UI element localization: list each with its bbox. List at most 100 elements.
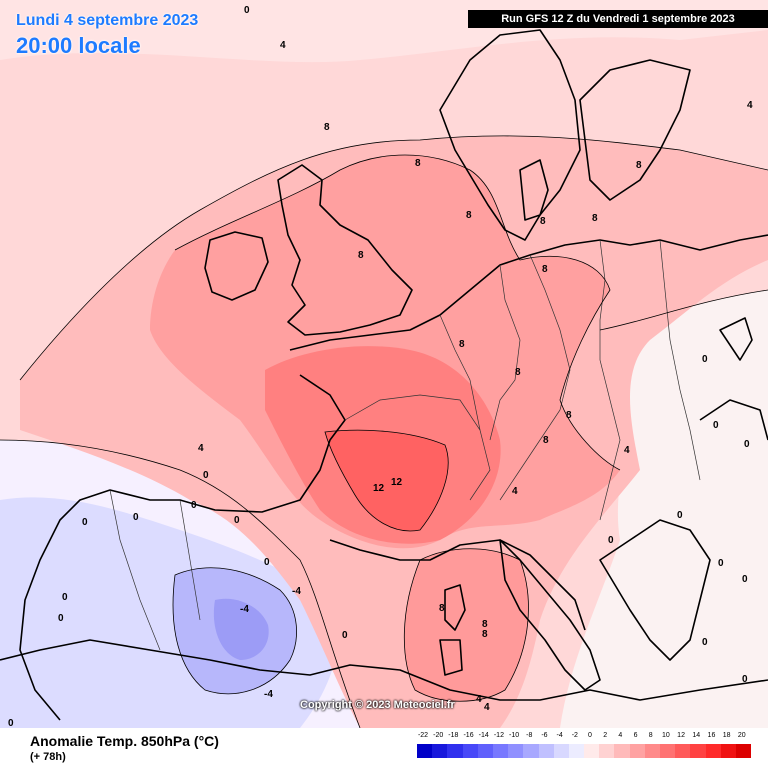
contour-label: 0 bbox=[58, 613, 64, 624]
contour-label: 4 bbox=[512, 486, 518, 497]
contour-label: -4 bbox=[240, 604, 249, 615]
color-scale-swatch bbox=[644, 744, 660, 758]
contour-label: 0 bbox=[742, 574, 748, 585]
color-scale-tick: 10 bbox=[662, 732, 670, 739]
contour-label: 0 bbox=[62, 592, 68, 603]
color-scale-swatch bbox=[432, 744, 448, 758]
lead-time: (+ 78h) bbox=[30, 751, 66, 763]
contour-label: 0 bbox=[203, 470, 209, 481]
contour-label: 8 bbox=[543, 435, 549, 446]
anomaly-zone-near-zero-east bbox=[560, 290, 768, 728]
contour-label: 4 bbox=[280, 40, 286, 51]
contour-label: 0 bbox=[742, 674, 748, 685]
temperature-anomaly-map: 0 0 0 0 0 0 0 0 0 0 0 0 0 0 0 0 0 0 0 0 … bbox=[0, 0, 768, 728]
color-scale-swatch bbox=[447, 744, 463, 758]
color-scale-tick: -16 bbox=[463, 732, 474, 739]
color-scale-tick: -2 bbox=[571, 732, 578, 739]
color-scale-swatch bbox=[584, 744, 600, 758]
contour-label: 12 bbox=[391, 477, 403, 488]
color-scale: -22 -20 -18 -16 -14 -12 -10 -8 -6 -4 -2 0 2 4 6 8 10 12 14… bbox=[417, 732, 752, 762]
contour-label: -4 bbox=[292, 586, 301, 597]
contour-label: 8 bbox=[439, 603, 445, 614]
color-scale-swatch bbox=[629, 744, 645, 758]
contour-label: -4 bbox=[264, 689, 273, 700]
contour-label: 0 bbox=[8, 718, 14, 728]
variable-title: Anomalie Temp. 850hPa (°C) bbox=[30, 733, 219, 749]
contour-label: 8 bbox=[482, 629, 488, 640]
color-scale-tick: 14 bbox=[692, 732, 701, 739]
contour-label: 4 bbox=[624, 445, 630, 456]
color-scale-swatch bbox=[477, 744, 493, 758]
contour-label: 4 bbox=[198, 443, 204, 454]
contour-label: 0 bbox=[342, 630, 348, 641]
contour-label: 0 bbox=[702, 354, 708, 365]
contour-label: 0 bbox=[608, 535, 614, 546]
color-scale-swatch bbox=[675, 744, 691, 758]
color-scale-swatch bbox=[553, 744, 569, 758]
contour-label: 8 bbox=[542, 264, 548, 275]
color-scale-swatch bbox=[720, 744, 736, 758]
contour-label: 8 bbox=[636, 160, 642, 171]
contour-label: 0 bbox=[702, 637, 708, 648]
contour-label: 0 bbox=[133, 512, 139, 523]
color-scale-swatch bbox=[690, 744, 706, 758]
color-scale-tick: -6 bbox=[541, 732, 548, 739]
contour-label: 8 bbox=[459, 339, 465, 350]
color-scale-swatch bbox=[735, 744, 752, 758]
color-scale-tick: -14 bbox=[478, 732, 489, 739]
color-scale-tick: 16 bbox=[707, 732, 716, 739]
contour-label: 0 bbox=[82, 517, 88, 528]
contour-label: 0 bbox=[713, 420, 719, 431]
color-scale-tick: 18 bbox=[722, 732, 731, 739]
contour-label: 8 bbox=[540, 216, 546, 227]
color-scale-tick: 4 bbox=[618, 732, 623, 739]
color-scale-swatch bbox=[417, 744, 433, 758]
contour-label: 8 bbox=[592, 213, 598, 224]
contour-label: 0 bbox=[677, 510, 683, 521]
contour-label: 8 bbox=[324, 122, 330, 133]
contour-label: 0 bbox=[191, 500, 197, 511]
copyright-label: Copyright © 2023 Meteociel.fr bbox=[300, 699, 455, 711]
color-scale-swatch bbox=[568, 744, 585, 758]
color-scale-swatch bbox=[492, 744, 509, 758]
anomaly-zone-warm-mediterranean bbox=[404, 548, 529, 702]
contour-label: 12 bbox=[373, 483, 385, 494]
model-run-label: Run GFS 12 Z du Vendredi 1 septembre 202… bbox=[468, 10, 768, 28]
color-scale-tick: -18 bbox=[448, 732, 459, 739]
contour-label: 8 bbox=[415, 158, 421, 169]
contour-label: 8 bbox=[482, 619, 488, 630]
map-footer: Anomalie Temp. 850hPa (°C) (+ 78h) -22 -2… bbox=[0, 728, 768, 768]
color-scale-tick: 8 bbox=[648, 732, 653, 739]
color-scale-swatch bbox=[599, 744, 615, 758]
contour-label: 0 bbox=[234, 515, 240, 526]
color-scale-swatch bbox=[462, 744, 478, 758]
color-scale-swatch bbox=[660, 744, 676, 758]
contour-label: 4 bbox=[747, 100, 753, 111]
color-scale-swatch bbox=[705, 744, 721, 758]
contour-labels: 0 0 0 0 0 0 0 0 0 0 0 0 0 0 0 0 0 0 0 0 … bbox=[8, 5, 753, 728]
anomaly-zone-cold-peak bbox=[213, 598, 269, 660]
color-scale-swatch bbox=[523, 744, 539, 758]
color-scale-tick: 20 bbox=[737, 732, 746, 739]
contour-label: 8 bbox=[466, 210, 472, 221]
contour-label: 8 bbox=[515, 367, 521, 378]
color-scale-tick: -4 bbox=[556, 732, 563, 739]
color-scale-tick: 12 bbox=[677, 732, 685, 739]
color-scale-tick: -8 bbox=[526, 732, 533, 739]
borders bbox=[109, 239, 701, 651]
color-scale-swatch bbox=[538, 744, 554, 758]
anomaly-zone-warm-12 bbox=[325, 430, 449, 531]
contour-label: 8 bbox=[358, 250, 364, 261]
color-scale-ticks: -22 -20 -18 -16 -14 -12 -10 -8 -6 -4 -2 0 2 4 6 8 10 12 14… bbox=[417, 732, 751, 743]
color-scale-swatch bbox=[614, 744, 630, 758]
color-scale-tick: -12 bbox=[493, 732, 504, 739]
color-scale-tick: 0 bbox=[588, 732, 592, 739]
contour-label: 8 bbox=[566, 410, 572, 421]
color-scale-tick: 2 bbox=[603, 732, 608, 739]
color-scale-bar bbox=[417, 744, 752, 758]
color-scale-swatch bbox=[508, 744, 524, 758]
isolines bbox=[0, 135, 768, 728]
contour-label: 4 bbox=[484, 702, 490, 713]
color-scale-tick: -22 bbox=[417, 732, 429, 739]
color-scale-tick: -20 bbox=[433, 732, 444, 739]
